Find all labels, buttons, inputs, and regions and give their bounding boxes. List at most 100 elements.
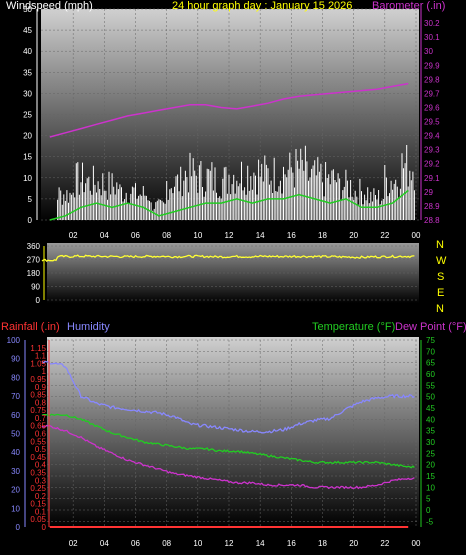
wind-panel-bg — [41, 9, 419, 223]
rain-y-tick: 0.45 — [30, 453, 46, 462]
wind-y-tick: 45 — [23, 26, 32, 35]
humidity-y-tick: 80 — [11, 373, 20, 382]
wind-x-tick: 10 — [193, 231, 202, 240]
rain-y-tick: 1.15 — [30, 344, 46, 353]
humidity-y-tick: 40 — [11, 448, 20, 457]
rain-y-tick: 0.8 — [35, 398, 47, 407]
rain-y-tick: 0.05 — [30, 515, 46, 524]
humidity-y-tick: 70 — [11, 392, 20, 401]
dewpoint-line — [41, 424, 415, 490]
temp-panel-bg — [47, 337, 419, 527]
humidity-y-tick: 90 — [11, 355, 20, 364]
humidity-y-tick: 30 — [11, 467, 20, 476]
baro-y-tick: 29.2 — [424, 160, 440, 169]
temp-y-tick: 65 — [426, 359, 435, 368]
wind-x-tick: 04 — [100, 231, 109, 240]
compass-n-top: N — [436, 239, 444, 251]
rainfall-label: Rainfall (.in) — [1, 321, 60, 333]
wind-y-tick: 10 — [23, 174, 32, 183]
date-title: 24 hour graph day : January 15 2026 — [172, 0, 352, 12]
baro-y-tick: 29.6 — [424, 103, 440, 112]
rain-y-tick: 0.7 — [35, 414, 47, 423]
rain-y-tick: 0.15 — [30, 500, 46, 509]
baro-y-tick: 30.2 — [424, 19, 440, 28]
dewpoint-label: Dew Point (°F) — [395, 321, 466, 333]
wind-x-tick: 16 — [287, 231, 296, 240]
compass-s: S — [437, 271, 444, 283]
baro-y-tick: 29.1 — [424, 174, 440, 183]
windspeed-spikes — [57, 145, 415, 220]
temp-y-tick: 60 — [426, 370, 435, 379]
wind-x-tick: 06 — [131, 231, 140, 240]
baro-y-tick: 30.1 — [424, 33, 440, 42]
baro-y-tick: 29 — [424, 188, 433, 197]
wind-x-tick: 02 — [69, 231, 78, 240]
temp-y-tick: 40 — [426, 415, 435, 424]
temp-y-tick: 35 — [426, 427, 435, 436]
rain-y-tick: 0.25 — [30, 484, 46, 493]
wind-y-tick: 20 — [23, 132, 32, 141]
temp-y-tick: 70 — [426, 347, 435, 356]
compass-e: E — [437, 287, 444, 299]
rain-y-tick: 0.6 — [35, 430, 47, 439]
temp-y-tick: 25 — [426, 449, 435, 458]
baro-y-tick: 29.4 — [424, 132, 440, 141]
temp-x-tick: 14 — [256, 539, 265, 548]
wind-average-line — [49, 189, 409, 221]
rain-y-tick: 0 — [42, 523, 47, 532]
temp-x-tick: 22 — [380, 539, 389, 548]
temp-x-tick: 02 — [69, 539, 78, 548]
wind-y-tick: 15 — [23, 153, 32, 162]
temp-y-tick: 75 — [426, 336, 435, 345]
rain-y-tick: 0.9 — [35, 383, 47, 392]
barometer-label: Barometer (.in) — [372, 0, 445, 12]
temp-x-tick: 10 — [193, 539, 202, 548]
rain-y-tick: 0.75 — [30, 406, 46, 415]
dir-y-tick: 0 — [36, 296, 41, 305]
wind-x-tick: 14 — [256, 231, 265, 240]
temp-x-tick: 00 — [412, 539, 421, 548]
compass-n-bottom: N — [436, 303, 444, 315]
baro-y-tick: 29.7 — [424, 89, 440, 98]
windspeed-label: Windspeed (mph) — [6, 0, 93, 12]
baro-y-tick: 28.8 — [424, 216, 440, 225]
temperature-line — [41, 413, 415, 469]
direction-line — [41, 254, 415, 263]
temp-y-tick: -5 — [426, 517, 434, 526]
baro-y-tick: 28.9 — [424, 202, 440, 211]
wind-x-tick: 12 — [225, 231, 234, 240]
wind-y-tick: 35 — [23, 68, 32, 77]
wind-x-tick: 22 — [380, 231, 389, 240]
humidity-y-tick: 20 — [11, 486, 20, 495]
dir-y-tick: 360 — [27, 242, 41, 251]
temp-y-tick: 15 — [426, 472, 435, 481]
humidity-y-tick: 60 — [11, 411, 20, 420]
rain-y-tick: 0.65 — [30, 422, 46, 431]
baro-y-tick: 29.9 — [424, 61, 440, 70]
rain-y-tick: 0.4 — [35, 461, 47, 470]
temp-x-tick: 16 — [287, 539, 296, 548]
compass-w: W — [436, 255, 447, 267]
baro-y-tick: 29.8 — [424, 75, 440, 84]
baro-y-tick: 29.5 — [424, 118, 440, 127]
rain-y-tick: 0.5 — [35, 445, 47, 454]
rain-y-tick: 0.85 — [30, 391, 46, 400]
temp-y-tick: 0 — [426, 506, 431, 515]
baro-y-tick: 30 — [424, 47, 433, 56]
humidity-y-tick: 10 — [11, 504, 20, 513]
dir-y-tick: 270 — [27, 256, 41, 265]
wind-y-tick: 40 — [23, 47, 32, 56]
wind-y-tick: 30 — [23, 89, 32, 98]
barometer-line — [49, 82, 409, 138]
temp-x-tick: 20 — [349, 539, 358, 548]
temp-y-tick: 20 — [426, 461, 435, 470]
temp-x-tick: 18 — [318, 539, 327, 548]
temp-y-tick: 55 — [426, 381, 435, 390]
dir-y-tick: 180 — [27, 269, 41, 278]
wind-y-tick: 5 — [28, 195, 33, 204]
humidity-y-tick: 50 — [11, 430, 20, 439]
temp-y-tick: 10 — [426, 483, 435, 492]
temp-y-tick: 30 — [426, 438, 435, 447]
humidity-y-tick: 100 — [7, 336, 21, 345]
